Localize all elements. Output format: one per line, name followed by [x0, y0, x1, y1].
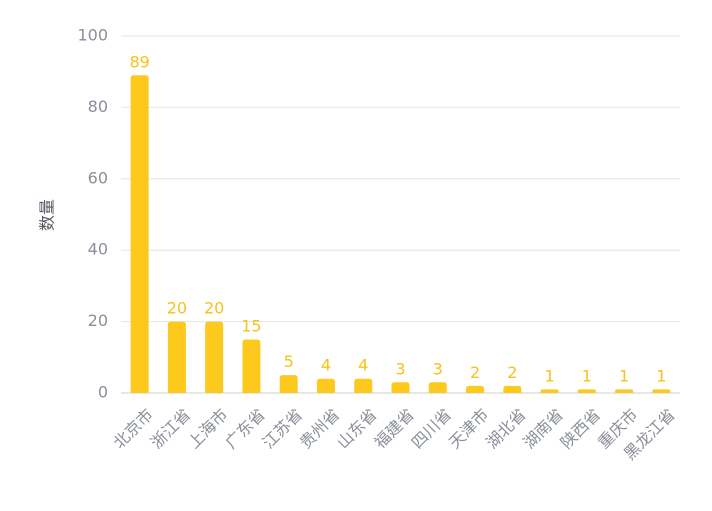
y-tick-label: 40 [88, 240, 108, 259]
bar-1 [167, 321, 186, 393]
bar-0 [130, 75, 149, 394]
data-label-11: 1 [544, 366, 554, 385]
bar-10 [503, 385, 522, 393]
x-tick-label-0: 北京市 [110, 405, 157, 452]
x-tick-label-11: 湖南省 [519, 405, 566, 452]
data-label-6: 4 [358, 356, 368, 375]
data-label-10: 2 [507, 363, 517, 382]
x-tick-label-9: 天津市 [445, 405, 492, 452]
x-tick-label-12: 陕西省 [557, 405, 604, 452]
x-tick-label-8: 四川省 [408, 405, 455, 452]
data-label-5: 4 [321, 356, 331, 375]
data-label-4: 5 [284, 352, 294, 371]
grid-lines [121, 35, 680, 394]
x-tick-label-7: 福建省 [370, 405, 417, 452]
bar-12 [577, 389, 596, 393]
data-label-7: 3 [395, 359, 405, 378]
bar-9 [466, 385, 485, 393]
x-tick-label-1: 浙江省 [147, 405, 194, 452]
y-ticks: 0 20 40 60 80 100 [77, 26, 108, 402]
data-label-9: 2 [470, 363, 480, 382]
y-tick-label: 60 [88, 168, 108, 187]
x-tick-label-10: 湖北省 [482, 405, 529, 452]
bar-3 [242, 339, 261, 393]
data-label-2: 20 [204, 299, 224, 318]
data-label-13: 1 [619, 366, 629, 385]
x-tick-label-3: 广东省 [221, 405, 268, 452]
data-label-8: 3 [433, 359, 443, 378]
data-labels: 89 20 20 15 5 4 4 3 3 2 2 1 1 1 1 [129, 52, 666, 385]
x-tick-label-2: 上海市 [184, 405, 231, 452]
data-label-1: 20 [167, 299, 187, 318]
x-tick-label-5: 贵州省 [296, 405, 343, 452]
bar-7 [391, 382, 410, 393]
y-tick-label: 0 [98, 383, 108, 402]
bar-6 [354, 378, 373, 393]
x-ticks: 北京市浙江省上海市广东省江苏省贵州省山东省福建省四川省天津市湖北省湖南省陕西省重… [110, 405, 679, 464]
bar-11 [540, 389, 559, 393]
data-label-14: 1 [656, 366, 666, 385]
y-tick-label: 100 [77, 26, 108, 45]
bar-14 [652, 389, 671, 393]
bar-5 [316, 378, 335, 393]
y-axis-title: 数量 [38, 199, 57, 231]
bar-4 [279, 375, 298, 393]
y-tick-label: 20 [88, 311, 108, 330]
bar-2 [205, 321, 224, 393]
data-label-0: 89 [129, 52, 149, 71]
x-tick-label-4: 江苏省 [259, 405, 306, 452]
bar-8 [428, 382, 447, 393]
bar-13 [615, 389, 634, 393]
data-label-3: 15 [241, 316, 261, 335]
y-tick-label: 80 [88, 97, 108, 116]
data-label-12: 1 [582, 366, 592, 385]
bars [130, 75, 671, 394]
x-tick-label-6: 山东省 [333, 405, 380, 452]
